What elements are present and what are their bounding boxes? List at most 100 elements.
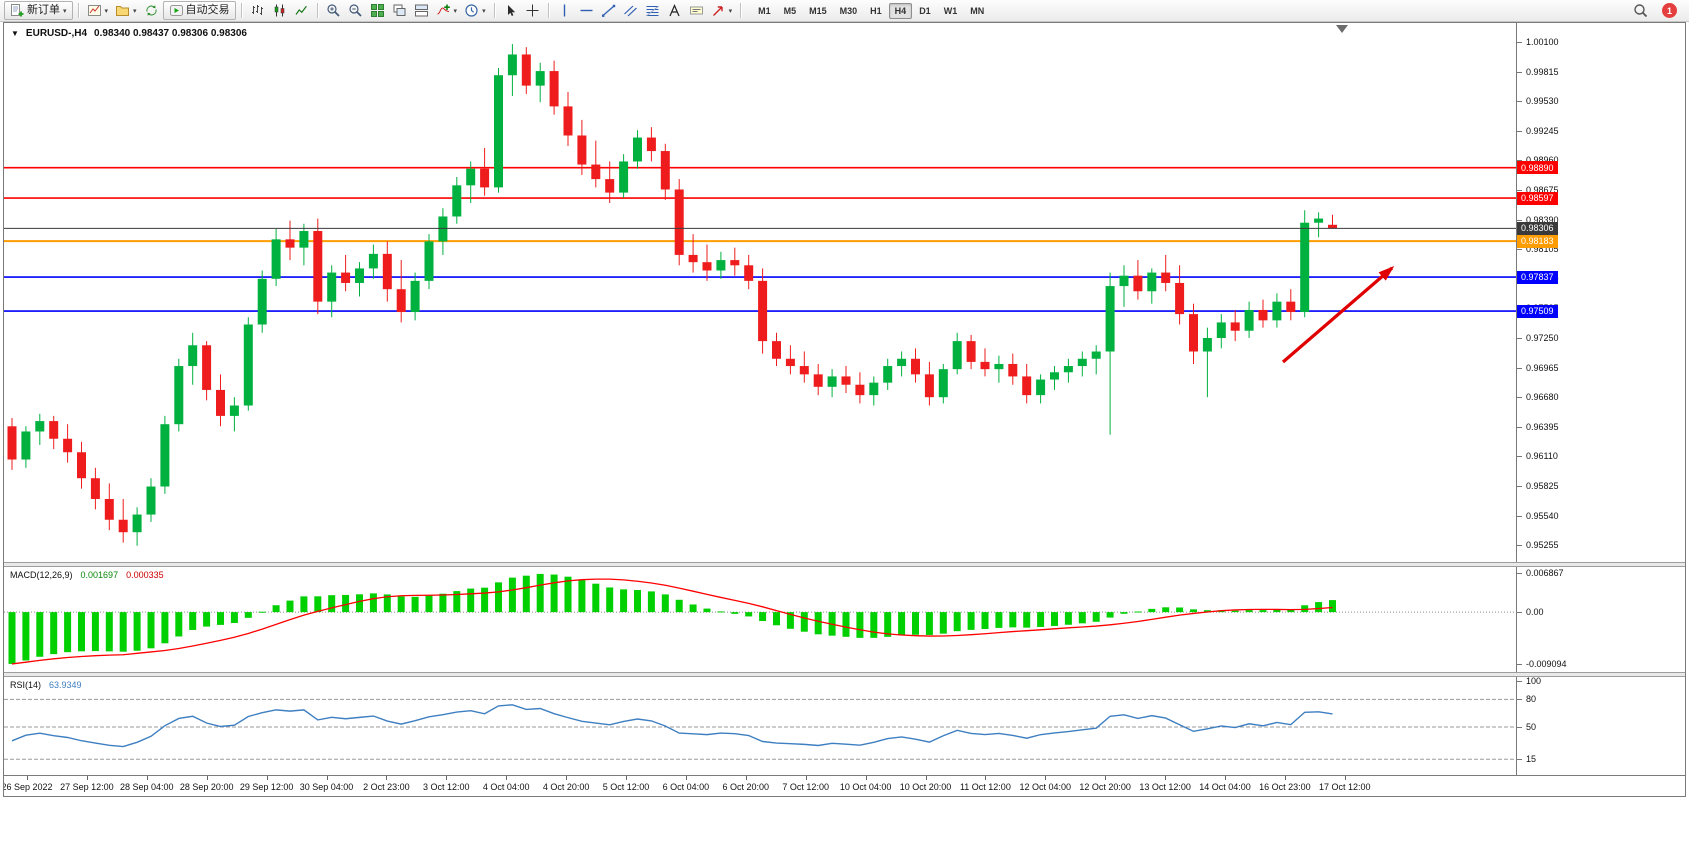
timeframe-d1-button[interactable]: D1: [913, 3, 937, 19]
notification-badge[interactable]: 1: [1662, 3, 1677, 18]
price-scale[interactable]: 1.00100 0.99815 0.99530 0.99245 0.98960 0.986…: [1516, 23, 1685, 775]
price-tick: [1517, 249, 1522, 251]
chart-window: ▼ EURUSD-,H4 0.98340 0.98437 0.98306 0.9…: [3, 22, 1686, 797]
timeframe-w1-button[interactable]: W1: [938, 3, 964, 19]
periods-button[interactable]: ▾: [461, 1, 489, 20]
candle-body: [202, 345, 212, 390]
candle-body: [355, 268, 364, 283]
candle-body: [827, 376, 837, 387]
time-axis[interactable]: 26 Sep 2022 27 Sep 12:00 28 Sep 04:00 28 Se…: [4, 775, 1685, 796]
price-tag-resistance-2: 0.98597: [1517, 191, 1558, 205]
horizontal-line-icon: [580, 9, 593, 12]
arrows-tool-button[interactable]: ▾: [708, 1, 736, 20]
chart-shift-marker[interactable]: [1336, 25, 1348, 33]
fibonacci-tool-button[interactable]: [642, 1, 663, 20]
time-tick-label: 28 Sep 20:00: [179, 782, 234, 792]
price-tick: [1517, 367, 1522, 369]
candle-body: [549, 71, 559, 107]
candle-body: [869, 382, 879, 396]
macd-bar: [606, 587, 614, 613]
macd-pane[interactable]: [4, 567, 1516, 672]
autotrading-button[interactable]: 自动交易: [162, 1, 236, 20]
candle-body: [63, 438, 73, 453]
new-order-button[interactable]: 新订单 ▾: [4, 1, 73, 20]
cascade-windows-button[interactable]: [389, 1, 410, 20]
macd-name: MACD(12,26,9): [10, 570, 73, 580]
indicators-button[interactable]: ▾: [433, 1, 461, 20]
macd-bar: [467, 588, 475, 613]
time-tick: [566, 776, 568, 780]
zoom-out-button[interactable]: [345, 1, 366, 20]
price-tick-label: 0.95540: [1526, 510, 1559, 521]
candle-body: [1036, 379, 1046, 396]
arrange-windows-button[interactable]: [411, 1, 432, 20]
macd-bar: [119, 612, 127, 652]
macd-bar: [425, 595, 433, 613]
timeframe-m1-button[interactable]: M1: [752, 3, 777, 19]
candle-body: [952, 341, 962, 370]
price-chart-pane[interactable]: [4, 23, 1516, 562]
time-tick-label: 17 Oct 12:00: [1319, 782, 1371, 792]
macd-bar: [814, 612, 822, 635]
macd-bar: [578, 580, 586, 613]
refresh-icon: [146, 5, 157, 16]
line-chart-button[interactable]: [291, 1, 312, 20]
candle-body: [368, 253, 378, 269]
macd-bar: [731, 612, 739, 614]
candlestick-chart-button[interactable]: [269, 1, 290, 20]
time-tick: [1105, 776, 1107, 780]
crosshair-tool-button[interactable]: [522, 1, 543, 20]
vertical-line-tool-button[interactable]: [554, 1, 575, 20]
tile-windows-button[interactable]: [367, 1, 388, 20]
candle-body: [577, 135, 587, 165]
timeframe-h1-button[interactable]: H1: [864, 3, 888, 19]
candle-body: [994, 363, 1004, 370]
macd-bar: [1301, 605, 1309, 613]
profiles-button[interactable]: ▾: [112, 1, 140, 20]
timeframe-m5-button[interactable]: M5: [778, 3, 803, 19]
candle-body: [1272, 301, 1282, 321]
one-click-trading-triangle-icon[interactable]: ▼: [11, 29, 19, 38]
pane-separator[interactable]: [4, 562, 1685, 567]
text-tool-button[interactable]: [664, 1, 685, 20]
toolbar-separator: [77, 3, 79, 18]
pane-separator[interactable]: [4, 672, 1685, 677]
zoom-in-button[interactable]: [323, 1, 344, 20]
trendline-tool-button[interactable]: [598, 1, 619, 20]
search-icon[interactable]: [1633, 3, 1648, 18]
timeframe-mn-button[interactable]: MN: [964, 3, 990, 19]
macd-bar: [564, 576, 572, 613]
macd-bar: [508, 577, 516, 613]
candle-body: [1050, 372, 1059, 380]
macd-bar: [439, 593, 447, 613]
candle-body: [410, 280, 420, 313]
cursor-tool-button[interactable]: [500, 1, 521, 20]
horizontal-line-tool-button[interactable]: [576, 1, 597, 20]
candle-body: [35, 421, 45, 432]
rsi-pane[interactable]: [4, 677, 1516, 775]
bar-chart-button[interactable]: [247, 1, 268, 20]
time-tick: [446, 776, 448, 780]
candle-body: [118, 519, 128, 533]
macd-signal-value: 0.000335: [126, 570, 164, 580]
channel-tool-button[interactable]: [620, 1, 641, 20]
refresh-button[interactable]: [141, 1, 162, 20]
price-tag-resistance-1: 0.98890: [1517, 161, 1558, 175]
timeframe-m30-button[interactable]: M30: [834, 3, 864, 19]
candle-body: [772, 341, 781, 359]
macd-tick-label: -0.009094: [1526, 658, 1567, 669]
price-tick-label: 0.95825: [1526, 481, 1559, 491]
time-tick: [326, 776, 328, 780]
toolbar-separator: [316, 3, 318, 18]
candle-body: [605, 179, 615, 193]
new-chart-button[interactable]: ▾: [84, 1, 112, 20]
time-tick: [27, 776, 28, 780]
label-tool-button[interactable]: [686, 1, 707, 20]
macd-tick: [1517, 612, 1522, 614]
macd-bar: [1231, 610, 1239, 613]
timeframe-h4-button[interactable]: H4: [888, 2, 913, 19]
macd-bar: [898, 612, 906, 636]
macd-bar: [634, 590, 641, 613]
timeframe-m15-button[interactable]: M15: [803, 3, 833, 19]
trend-arrow-annotation[interactable]: [1281, 266, 1394, 364]
